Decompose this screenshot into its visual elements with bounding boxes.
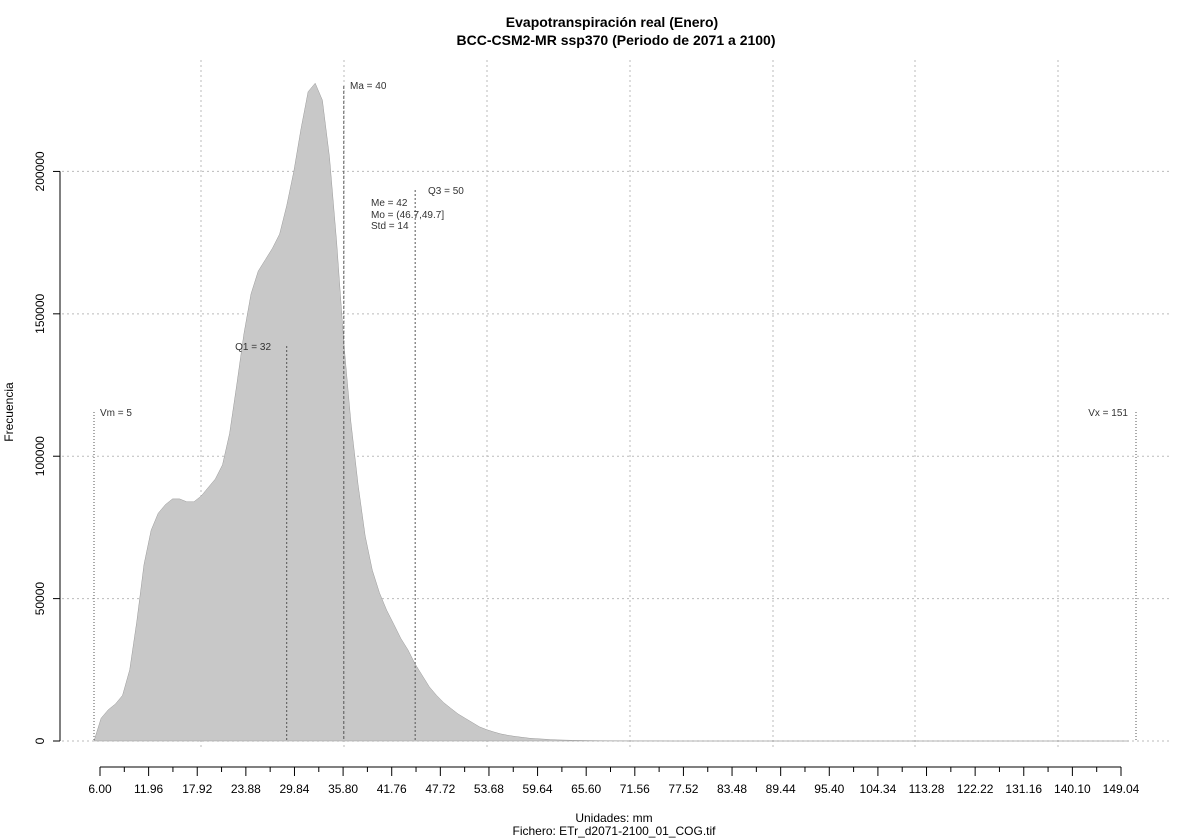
x-tick-label-3: 23.88 — [231, 782, 261, 796]
x-axis: 6.00 11.96 17.92 23.88 29.84 35.80 41.76 47.72 5… — [88, 766, 1140, 796]
x-tick-label-2: 17.92 — [182, 782, 212, 796]
x-tick-label-17: 113.28 — [909, 782, 945, 796]
x-tick-label-4: 29.84 — [279, 782, 309, 796]
annotation-std: Std = 14 — [371, 221, 409, 232]
y-tick-label-2: 100000 — [33, 436, 47, 476]
x-tick-label-21: 149.04 — [1103, 782, 1140, 796]
x-tick-label-18: 122.22 — [957, 782, 994, 796]
x-tick-label-19: 131.16 — [1005, 782, 1042, 796]
annotation-q3: Q3 = 50 — [428, 186, 464, 197]
x-tick-label-11: 71.56 — [620, 782, 650, 796]
reference-lines — [93, 86, 1137, 741]
y-tick-label-0: 0 — [33, 737, 47, 744]
annotation-mo: Mo = (46.7,49.7] — [371, 210, 444, 221]
density-area — [93, 82, 1129, 742]
chart-subtitle: BCC-CSM2-MR ssp370 (Periodo de 2071 a 21… — [457, 32, 776, 48]
x-tick-label-14: 89.44 — [766, 782, 796, 796]
annotation-ma: Ma = 40 — [350, 81, 387, 92]
x-tick-label-10: 65.60 — [571, 782, 601, 796]
annotation-vx: Vx = 151 — [1088, 408, 1128, 419]
x-axis-label: Unidades: mm — [575, 811, 652, 825]
x-tick-label-7: 47.72 — [425, 782, 455, 796]
x-tick-label-20: 140.10 — [1054, 782, 1091, 796]
annotation-me: Me = 42 — [371, 198, 408, 209]
y-axis-label: Frecuencia — [2, 382, 16, 442]
x-tick-label-8: 53.68 — [474, 782, 504, 796]
x-tick-label-6: 41.76 — [377, 782, 407, 796]
x-tick-label-13: 83.48 — [717, 782, 747, 796]
x-tick-label-1: 11.96 — [134, 782, 163, 796]
y-axis: 0 50000 100000 150000 200000 — [33, 151, 61, 744]
x-tick-label-0: 6.00 — [88, 782, 112, 796]
y-tick-label-4: 200000 — [33, 151, 47, 191]
y-tick-label-1: 50000 — [33, 582, 47, 616]
x-tick-label-9: 59.64 — [523, 782, 553, 796]
annotation-q1: Q1 = 32 — [235, 342, 271, 353]
x-tick-label-12: 77.52 — [668, 782, 698, 796]
x-tick-label-16: 104.34 — [860, 782, 897, 796]
annotation-vm: Vm = 5 — [100, 408, 132, 419]
x-tick-label-15: 95.40 — [814, 782, 844, 796]
x-tick-label-5: 35.80 — [328, 782, 358, 796]
file-caption: Fichero: ETr_d2071-2100_01_COG.tif — [513, 824, 717, 838]
chart-title: Evapotranspiración real (Enero) — [506, 14, 718, 30]
y-tick-label-3: 150000 — [33, 293, 47, 333]
